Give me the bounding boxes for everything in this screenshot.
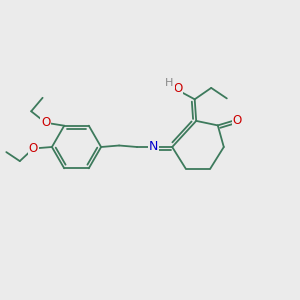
Text: N: N <box>149 140 158 154</box>
Text: O: O <box>233 114 242 128</box>
Text: O: O <box>29 142 38 155</box>
Text: O: O <box>173 82 182 95</box>
Text: O: O <box>41 116 50 129</box>
Text: H: H <box>165 78 174 88</box>
